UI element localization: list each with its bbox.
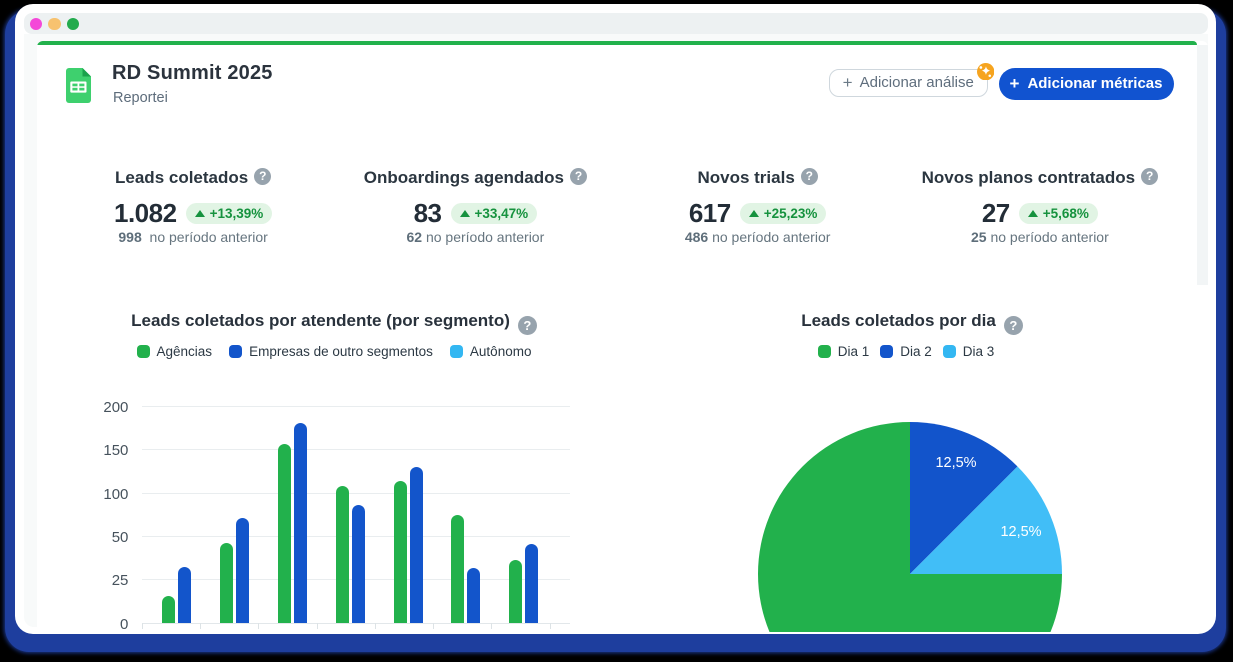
svg-text:12,5%: 12,5%	[1000, 524, 1041, 540]
svg-text:12,5%: 12,5%	[935, 455, 976, 471]
